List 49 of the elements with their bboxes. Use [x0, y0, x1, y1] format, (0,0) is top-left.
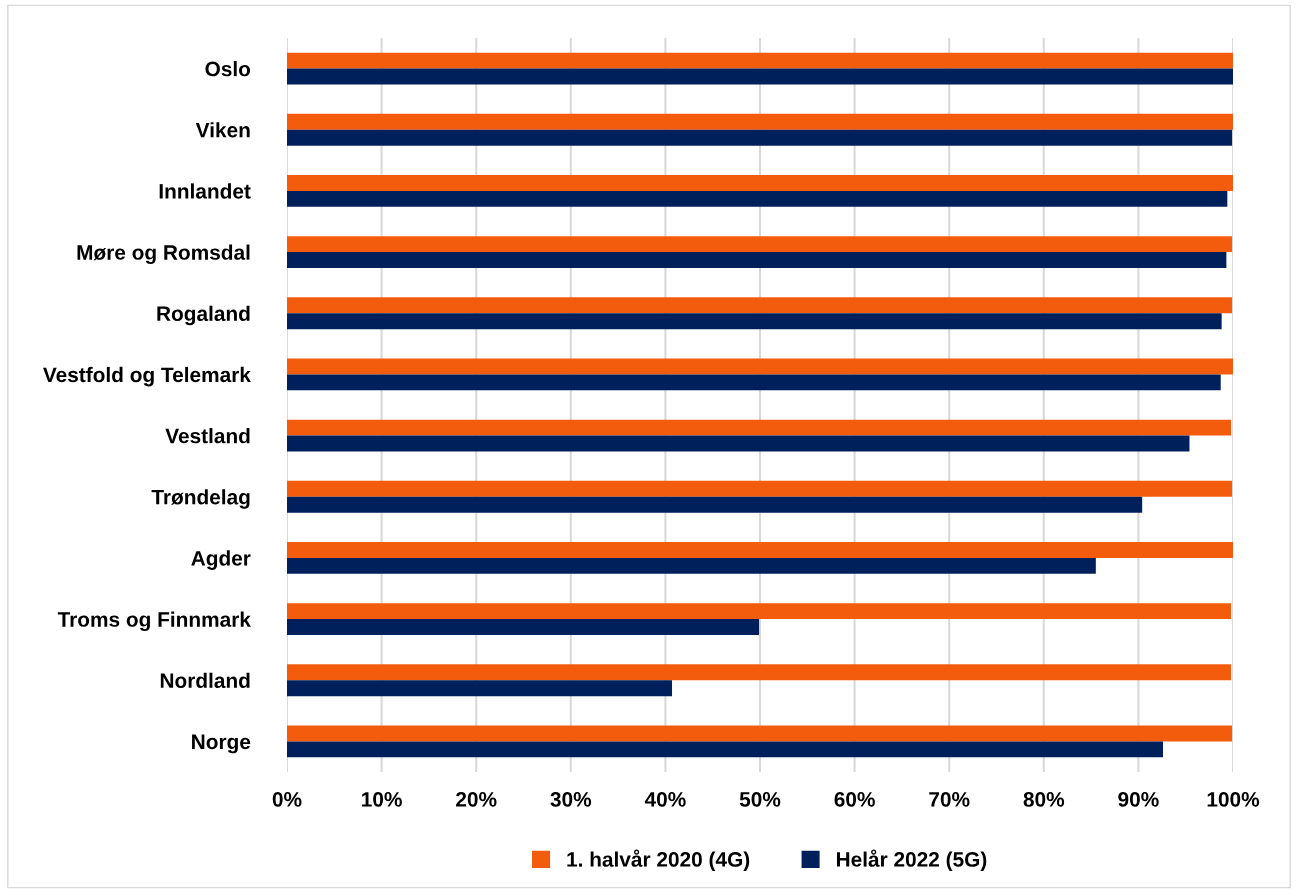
- x-tick-label: 10%: [362, 791, 402, 807]
- x-tick-label: 50%: [739, 791, 781, 807]
- bar: [287, 358, 1233, 375]
- y-tick-label: Agder: [191, 550, 251, 570]
- bar: [287, 725, 1233, 742]
- x-tick-label: 40%: [644, 791, 686, 807]
- x-tick-label: 30%: [550, 791, 592, 807]
- bar: [287, 129, 1233, 146]
- legend-label: Helår 2022 (5G): [836, 849, 987, 871]
- y-tick-label: Troms og Finnmark: [57, 611, 251, 632]
- bar: [287, 480, 1233, 497]
- bar: [287, 175, 1233, 191]
- bar: [287, 542, 1233, 558]
- y-tick-label: Vestfold og Telemark: [43, 366, 251, 387]
- y-tick-label: Rogaland: [157, 305, 250, 326]
- bar: [287, 297, 1233, 314]
- bar: [287, 619, 760, 635]
- y-tick-label: Oslo: [205, 61, 251, 77]
- y-tick-label: Innlandet: [159, 183, 251, 199]
- x-tick-label: 0%: [272, 791, 302, 807]
- bar: [287, 680, 673, 697]
- bar: [287, 557, 1096, 574]
- bar: [287, 68, 1233, 85]
- bar: [287, 419, 1232, 436]
- y-tick-label: Norge: [192, 734, 251, 754]
- bar: [287, 113, 1233, 130]
- bar: [287, 252, 1227, 268]
- y-tick-label: Møre og Romsdal: [77, 244, 250, 265]
- bar: [287, 52, 1233, 69]
- bar: [287, 741, 1163, 758]
- y-tick-label: Trøndelag: [151, 489, 250, 509]
- x-tick-label: 90%: [1118, 791, 1159, 807]
- bar: [287, 374, 1221, 391]
- y-tick-label: Nordland: [160, 672, 250, 688]
- bar: [287, 190, 1228, 207]
- bar: [287, 496, 1143, 513]
- x-tick-label: 20%: [456, 791, 497, 807]
- bar: [287, 664, 1232, 681]
- x-tick-label: 100%: [1207, 791, 1260, 807]
- bar: [287, 236, 1233, 253]
- bar: [287, 313, 1222, 330]
- x-tick-label: 60%: [834, 791, 875, 807]
- legend-label: 1. halvår 2020 (4G): [567, 849, 750, 871]
- bar: [287, 435, 1190, 452]
- bar: [287, 603, 1232, 620]
- x-tick-label: 70%: [929, 791, 970, 807]
- y-tick-label: Vestland: [165, 428, 250, 444]
- x-tick-label: 80%: [1023, 791, 1065, 807]
- y-tick-label: Viken: [195, 122, 250, 138]
